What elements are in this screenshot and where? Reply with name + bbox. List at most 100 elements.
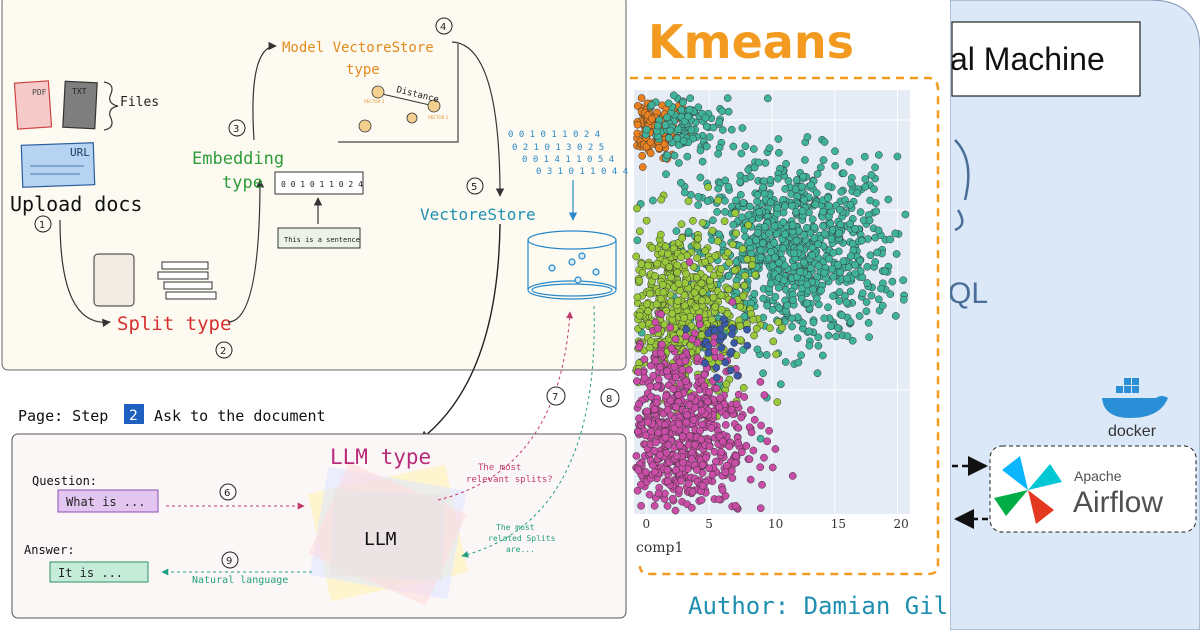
step-4-label: 4 bbox=[440, 22, 446, 33]
scatter-point bbox=[724, 107, 733, 116]
scatter-point bbox=[796, 267, 805, 276]
scatter-point bbox=[701, 258, 709, 266]
scatter-point bbox=[800, 258, 808, 267]
scatter-point bbox=[861, 182, 870, 191]
step-1-label: 1 bbox=[39, 220, 45, 231]
scatter-point bbox=[756, 434, 765, 443]
scatter-point bbox=[710, 447, 719, 456]
scatter-point bbox=[738, 124, 747, 132]
scatter-point bbox=[673, 261, 682, 270]
scatter-point bbox=[637, 94, 646, 102]
scatter-point bbox=[835, 205, 844, 214]
ask-panel: Page: Step 2 Ask to the document LLM LLM… bbox=[11, 404, 627, 619]
scatter-point bbox=[820, 314, 829, 323]
scatter-point bbox=[727, 125, 736, 134]
distance-diagram bbox=[338, 44, 459, 143]
question-box[interactable] bbox=[57, 489, 159, 513]
scatter-point bbox=[768, 306, 777, 314]
scatter-point bbox=[778, 323, 787, 332]
scatter-point bbox=[756, 504, 765, 513]
scatter-point bbox=[677, 178, 685, 187]
scatter-point bbox=[708, 226, 717, 235]
scatter-point bbox=[851, 261, 859, 269]
question-value: What is ... bbox=[66, 495, 145, 509]
pdf-file-icon bbox=[13, 80, 53, 130]
step-5-label: 5 bbox=[471, 182, 477, 193]
scatter-point bbox=[819, 156, 828, 164]
llm-glow bbox=[308, 462, 468, 606]
scatter-point bbox=[814, 341, 823, 350]
scatter-point bbox=[763, 437, 772, 446]
postgres-icon bbox=[954, 139, 970, 232]
scatter-point bbox=[856, 208, 865, 216]
scatter-point bbox=[740, 393, 749, 401]
scatter-point bbox=[755, 158, 763, 167]
retrieval-result-arrow bbox=[461, 305, 595, 558]
scatter-point bbox=[715, 403, 724, 411]
retrieval-query-arrow bbox=[437, 311, 574, 501]
scatter-point bbox=[640, 373, 649, 382]
scatter-point bbox=[670, 151, 679, 160]
scatter-point bbox=[671, 373, 680, 382]
x-tick-label: 20 bbox=[893, 517, 908, 531]
scatter-point bbox=[801, 156, 809, 164]
scatter-point bbox=[698, 288, 707, 296]
scatter-point bbox=[750, 163, 759, 172]
scatter-point bbox=[711, 252, 720, 260]
scatter-point bbox=[788, 322, 796, 331]
scatter-point bbox=[740, 281, 749, 290]
ingestion-panel: PDF TXT Files URL Upload docs 1 Split ty… bbox=[1, 0, 628, 371]
scatter-point bbox=[647, 115, 656, 123]
scatter-point bbox=[709, 123, 718, 132]
scatter-point bbox=[650, 405, 659, 414]
scatter-point bbox=[732, 196, 740, 205]
scatter-point bbox=[692, 273, 701, 282]
most-related-3: are... bbox=[506, 545, 535, 554]
scatter-point bbox=[722, 411, 730, 420]
scatter-point bbox=[728, 474, 737, 482]
scatter-point bbox=[845, 157, 854, 166]
scatter-point bbox=[714, 150, 722, 158]
scatter-point bbox=[753, 191, 762, 199]
scatter-point bbox=[709, 293, 718, 302]
code-line-1: 0 0 1 0 1 1 0 2 4 bbox=[508, 130, 600, 140]
scatter-point bbox=[831, 161, 840, 170]
scatter-point bbox=[686, 94, 695, 103]
scatter-point bbox=[745, 238, 754, 246]
scatter-point bbox=[683, 152, 692, 161]
scatter-point bbox=[651, 318, 660, 327]
answer-box[interactable] bbox=[49, 561, 149, 583]
scatter-point bbox=[718, 126, 727, 134]
docker-label: docker bbox=[1108, 423, 1157, 440]
scatter-point bbox=[781, 230, 789, 239]
scatter-point bbox=[706, 264, 714, 273]
answer-label: Answer: bbox=[24, 543, 75, 557]
scatter-point bbox=[832, 332, 840, 341]
scatter-point bbox=[826, 219, 835, 228]
scatter-point bbox=[721, 468, 730, 476]
scatter-point bbox=[727, 347, 736, 356]
scatter-point bbox=[770, 222, 779, 230]
scatter-point bbox=[771, 445, 780, 453]
scatter-point bbox=[638, 269, 647, 277]
scatter-point bbox=[747, 428, 756, 437]
scatter-point bbox=[661, 433, 670, 442]
scatter-point bbox=[701, 113, 710, 122]
scatter-point bbox=[688, 335, 697, 344]
scatter-point bbox=[846, 318, 855, 326]
scatter-point bbox=[797, 351, 805, 360]
scatter-point bbox=[728, 298, 737, 306]
scatter-point bbox=[753, 345, 762, 354]
scatter-point bbox=[805, 341, 814, 350]
scatter-point bbox=[697, 435, 706, 444]
scatter-point bbox=[698, 219, 707, 227]
scatter-point bbox=[846, 200, 855, 209]
scatter-point bbox=[862, 307, 871, 316]
scatter-point bbox=[790, 249, 798, 258]
scatter-point bbox=[748, 261, 756, 269]
scatter-point bbox=[756, 253, 765, 262]
step-6-label: 6 bbox=[224, 488, 230, 499]
scatter-point bbox=[737, 448, 746, 457]
scatter-point bbox=[874, 151, 883, 159]
scatter-point bbox=[848, 336, 857, 345]
